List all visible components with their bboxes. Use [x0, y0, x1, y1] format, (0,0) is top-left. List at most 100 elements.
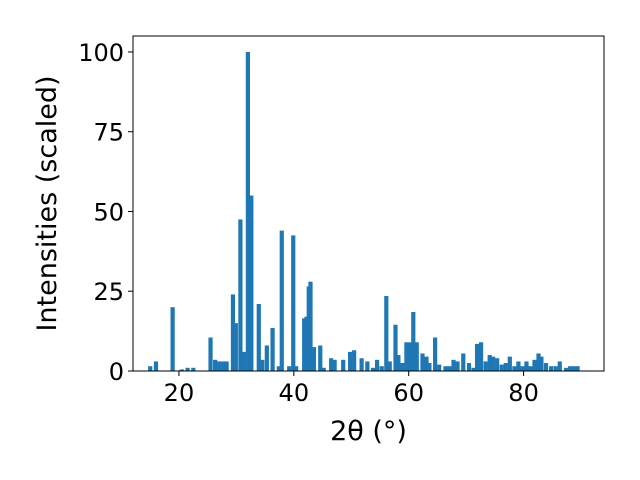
- bar: [572, 366, 577, 371]
- bar: [379, 366, 384, 371]
- bar: [524, 361, 529, 371]
- bar: [443, 366, 448, 371]
- y-tick-label: 75: [93, 119, 124, 147]
- bar: [568, 366, 573, 371]
- bar: [365, 361, 370, 371]
- bar: [420, 353, 425, 371]
- bar: [528, 366, 533, 371]
- axes-frame: [132, 35, 605, 372]
- bar: [563, 367, 569, 371]
- x-axis-label: 2θ (°): [330, 416, 407, 447]
- bar: [279, 230, 284, 371]
- bar: [495, 358, 500, 371]
- y-tick-label: 25: [93, 278, 124, 306]
- bar: [404, 342, 409, 371]
- bar: [455, 361, 460, 371]
- bar: [549, 366, 554, 371]
- x-tick-label: 80: [508, 379, 539, 407]
- bar: [424, 356, 429, 371]
- bar: [233, 323, 238, 371]
- bar: [352, 350, 357, 371]
- y-tick-label: 0: [109, 358, 124, 386]
- bar: [396, 355, 401, 371]
- bar: [516, 361, 521, 371]
- bar: [532, 359, 537, 371]
- bar: [329, 358, 334, 371]
- bar: [466, 363, 472, 371]
- bar: [191, 367, 196, 371]
- bar: [575, 366, 580, 371]
- bar: [408, 342, 413, 371]
- bar: [148, 366, 153, 371]
- bar: [221, 361, 226, 371]
- bar: [294, 366, 299, 371]
- bar: [371, 367, 376, 371]
- bar: [264, 345, 269, 371]
- bar: [359, 358, 364, 371]
- bar: [170, 307, 175, 371]
- bar: [256, 304, 261, 371]
- bar: [213, 359, 218, 371]
- bar: [557, 361, 562, 371]
- bar: [503, 363, 508, 371]
- y-ticks: 0 25 50 75 100: [78, 39, 133, 386]
- bar: [414, 342, 419, 371]
- bar: [437, 364, 442, 371]
- bar: [348, 351, 353, 371]
- x-tick-label: 40: [279, 379, 310, 407]
- bar: [302, 318, 307, 371]
- bar: [332, 359, 337, 371]
- bar: [179, 369, 184, 371]
- bar: [287, 366, 292, 371]
- bar: [245, 51, 250, 371]
- bars-group: [148, 51, 580, 371]
- bar: [427, 363, 432, 371]
- bar: [411, 311, 416, 371]
- bar: [291, 235, 296, 371]
- bar: [478, 342, 484, 371]
- bar: [451, 359, 456, 371]
- bar: [308, 281, 313, 371]
- bar: [375, 359, 380, 371]
- bar: [543, 363, 549, 371]
- bar: [539, 356, 544, 371]
- y-tick-label: 100: [78, 39, 124, 67]
- bar: [520, 366, 525, 371]
- bar: [311, 347, 317, 371]
- bar: [153, 361, 159, 371]
- bar: [217, 361, 222, 371]
- bar: [512, 366, 517, 371]
- bar: [471, 367, 476, 371]
- bar: [387, 361, 392, 371]
- x-tick-label: 20: [164, 379, 195, 407]
- x-ticks: 20 40 60 80: [164, 371, 539, 407]
- bar: [553, 366, 558, 371]
- bar: [487, 355, 492, 371]
- bar: [341, 359, 346, 371]
- bar: [304, 316, 309, 371]
- bar: [270, 327, 275, 371]
- bar: [260, 359, 265, 371]
- bar: [507, 356, 512, 371]
- bar: [185, 367, 190, 371]
- x-tick-label: 60: [393, 379, 424, 407]
- bar: [249, 195, 254, 371]
- bar: [208, 337, 213, 371]
- y-tick-label: 50: [93, 198, 124, 226]
- bar: [447, 366, 452, 371]
- bar: [483, 361, 488, 371]
- bar: [400, 363, 405, 371]
- bar: [393, 324, 398, 371]
- bar: [230, 294, 236, 371]
- bar: [461, 353, 466, 371]
- bar: [491, 356, 496, 371]
- bar: [224, 361, 229, 371]
- bar: [384, 296, 389, 371]
- bar: [474, 343, 480, 371]
- bar: [536, 353, 541, 371]
- bar: [276, 366, 281, 371]
- bar: [318, 345, 323, 371]
- bar: [499, 364, 504, 371]
- y-axis-label: Intensities (scaled): [32, 75, 63, 331]
